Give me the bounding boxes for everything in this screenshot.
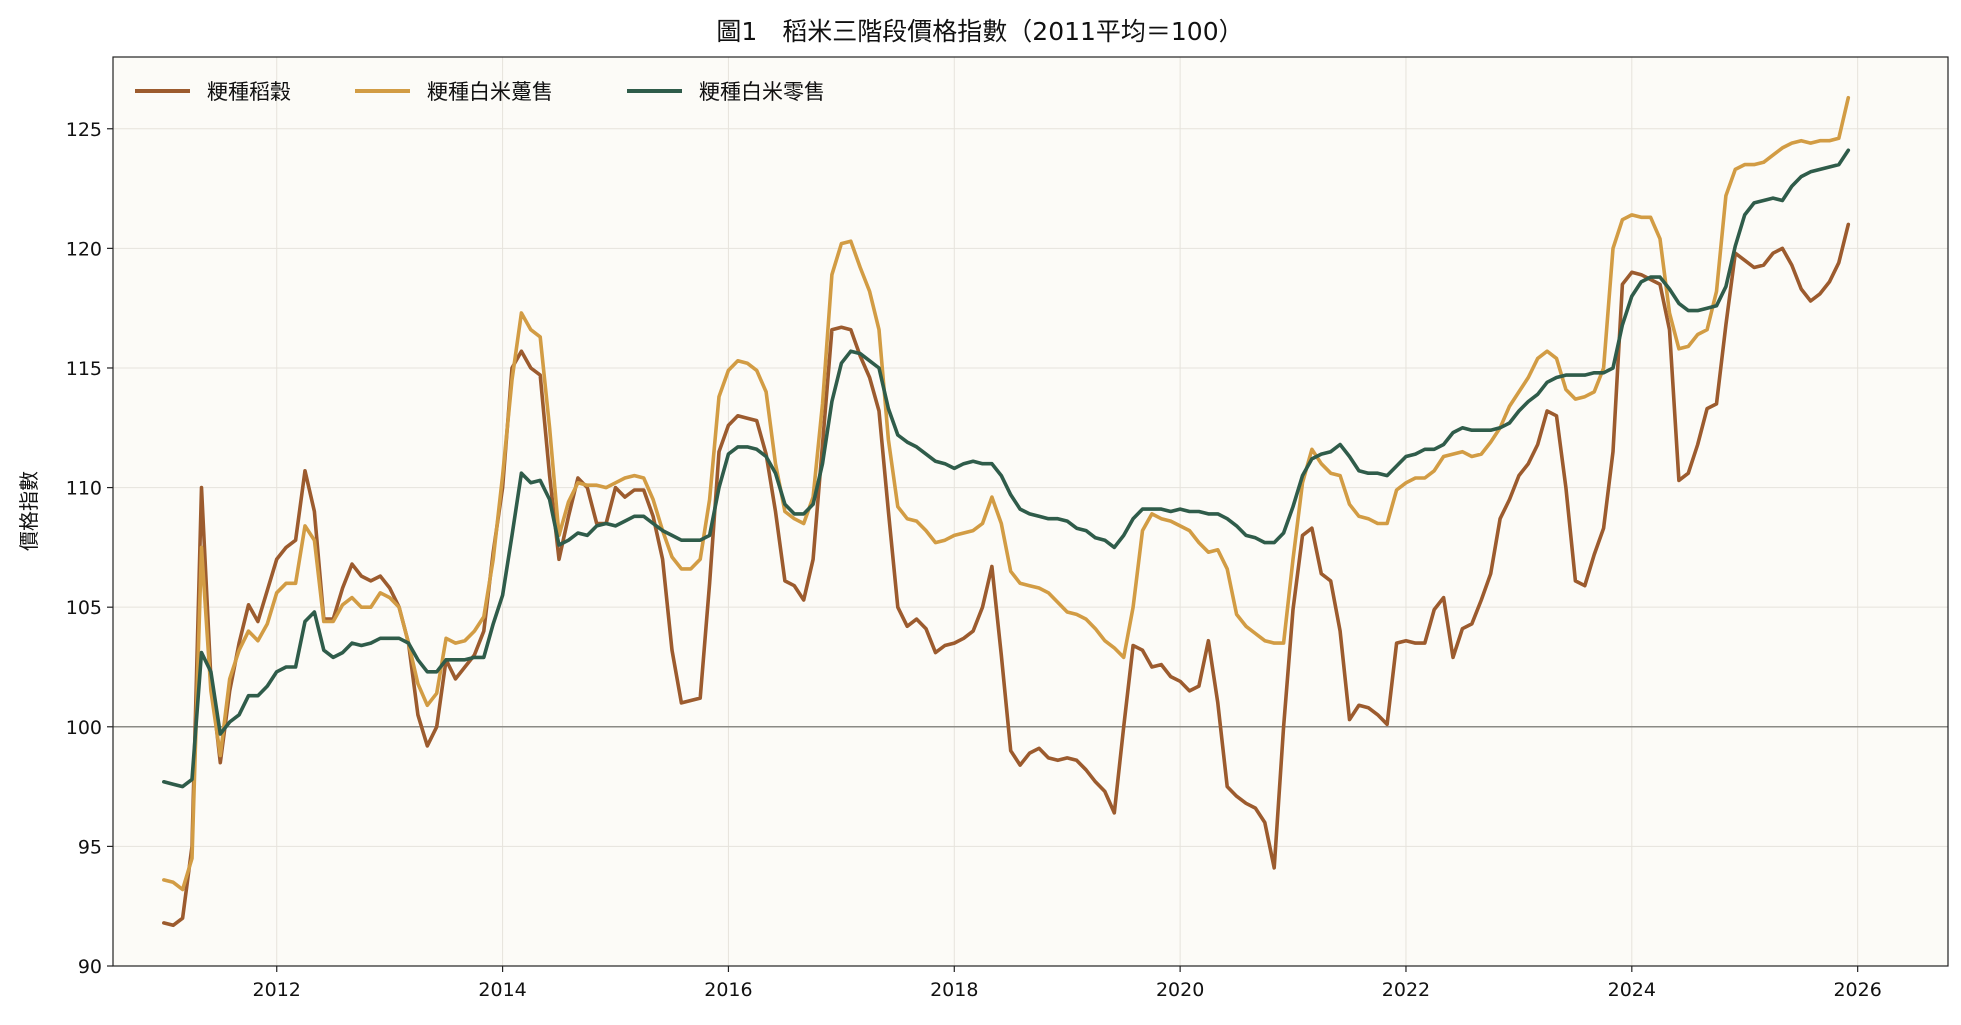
x-tick-label: 2020 [1156,979,1204,1001]
x-tick-label: 2024 [1608,979,1656,1001]
legend-label: 粳種白米零售 [699,80,825,104]
y-tick-label: 95 [78,836,102,858]
y-tick-label: 100 [66,717,102,739]
y-tick-label: 110 [66,478,102,500]
x-tick-label: 2012 [253,979,301,1001]
x-tick-label: 2022 [1382,979,1430,1001]
series-line-3 [162,148,1851,789]
series-layer [162,95,1851,928]
legend-label: 粳種稻穀 [207,80,291,104]
x-tick-label: 2014 [478,979,526,1001]
x-axis: 2012 2014 2016 2018 2020 2022 2024 2026 [253,966,1882,1001]
legend: 粳種稻穀 粳種白米躉售 粳種白米零售 [135,80,825,104]
series-line-2 [162,95,1851,892]
chart-title: 圖1 稻米三階段價格指數（2011平均＝100） [716,17,1243,46]
plot-frame [112,56,1949,967]
legend-label: 粳種白米躉售 [427,80,553,104]
y-tick-label: 125 [66,119,102,141]
x-tick-label: 2016 [704,979,752,1001]
y-axis: 90 95 100 105 110 115 120 125 [66,119,113,978]
series-line-1 [162,222,1851,928]
y-tick-label: 90 [78,956,102,978]
y-tick-label: 115 [66,358,102,380]
plot-area [113,57,1948,966]
y-tick-label: 120 [66,238,102,260]
y-axis-label: 價格指數 [17,471,41,551]
x-tick-label: 2018 [930,979,978,1001]
x-tick-label: 2026 [1833,979,1881,1001]
y-tick-label: 105 [66,597,102,619]
